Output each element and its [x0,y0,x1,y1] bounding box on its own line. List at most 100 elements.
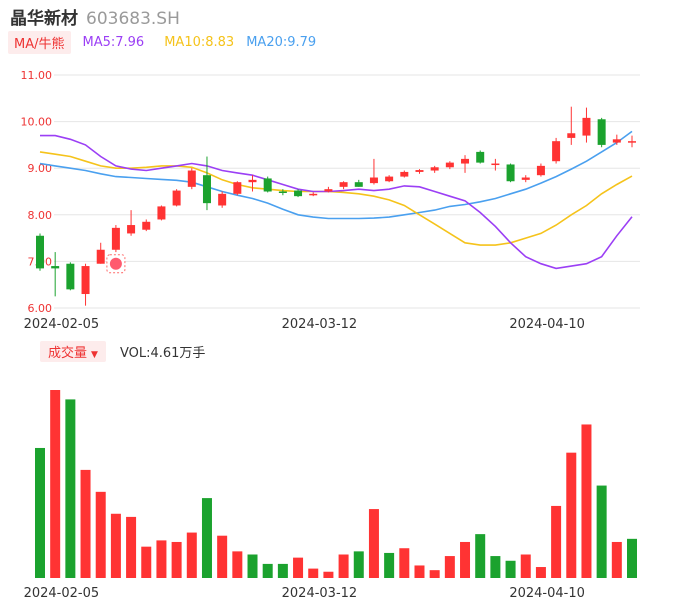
volume-bar[interactable] [460,541,471,578]
volume-bar[interactable] [232,551,243,578]
candle-body[interactable] [248,179,257,183]
candle-body[interactable] [202,175,211,204]
volume-bar[interactable] [505,560,516,578]
candle-body[interactable] [552,141,561,162]
candle-body[interactable] [294,190,303,197]
candle-body[interactable] [430,167,439,171]
candle-body[interactable] [476,151,485,163]
volume-bar[interactable] [293,557,304,578]
candle-body[interactable] [278,191,287,194]
volume-bar[interactable] [186,532,197,578]
event-marker-icon[interactable] [109,257,122,270]
candle-body[interactable] [415,170,424,172]
candle-body[interactable] [172,190,181,206]
volume-bar[interactable] [429,570,440,578]
candle-body[interactable] [597,119,606,145]
candle-body[interactable] [66,263,75,290]
stock-code: 603683.SH [86,9,180,29]
volume-bar[interactable] [551,505,562,578]
volume-bar[interactable] [277,563,288,578]
volume-bar[interactable] [171,541,182,578]
candle-body[interactable] [461,158,470,164]
candle-body[interactable] [385,176,394,182]
candle-body[interactable] [400,171,409,177]
volume-bar[interactable] [247,554,258,579]
candle-body[interactable] [36,235,44,269]
volume-legend: 成交量 ▼ VOL:4.61万手 [40,340,206,362]
ma-indicator-tab[interactable]: MA/牛熊 [8,30,71,54]
volume-bar[interactable] [80,469,91,578]
volume-bar[interactable] [520,554,531,579]
volume-bar[interactable] [35,447,45,578]
ma5-line [40,134,633,270]
volume-bar[interactable] [611,541,622,578]
volume-value: VOL:4.61万手 [119,345,206,361]
y-tick-label: 10.00 [21,116,53,129]
candle-body[interactable] [567,133,576,138]
candle-body[interactable] [628,141,636,143]
volume-bar[interactable] [95,491,106,578]
volume-bar[interactable] [596,485,607,578]
volume-bar[interactable] [262,563,273,578]
x-tick-label: 2024-02-05 [24,317,100,332]
volume-bar[interactable] [627,538,637,578]
volume-bar[interactable] [414,565,425,578]
volume-bar[interactable] [490,556,501,578]
volume-bar[interactable] [50,390,61,578]
volume-bar[interactable] [156,540,167,578]
y-tick-label: 8.00 [28,209,53,222]
ma10-line [39,151,633,246]
candle-body[interactable] [491,163,500,166]
candle-body[interactable] [96,249,105,264]
volume-bar[interactable] [141,546,152,578]
candle-body[interactable] [354,182,363,187]
x-tick-label: 2024-03-12 [282,317,358,332]
volume-bar[interactable] [581,424,592,578]
candle-body[interactable] [612,139,621,143]
volume-bar[interactable] [566,452,577,578]
caret-down-icon[interactable]: ▼ [91,349,98,360]
volume-bar[interactable] [475,534,486,578]
candle-body[interactable] [187,170,196,187]
volume-indicator-tab[interactable]: 成交量 ▼ [40,340,106,362]
candle-body[interactable] [324,189,333,192]
candle-body[interactable] [218,193,227,206]
candle-body[interactable] [445,162,454,168]
volume-bar[interactable] [65,399,76,578]
volume-bar[interactable] [110,513,121,578]
volume-bar[interactable] [126,516,137,578]
volume-bar[interactable] [308,568,319,578]
candle-body[interactable] [309,193,318,196]
ma20-label: MA20:9.79 [246,34,317,50]
volume-bar[interactable] [353,551,364,578]
volume-bar[interactable] [338,554,349,579]
volume-bar[interactable] [368,509,379,578]
candle-body[interactable] [521,177,530,180]
volume-bar[interactable] [399,548,410,578]
candle-body[interactable] [142,221,151,230]
ma20-line [39,130,633,220]
volume-bar[interactable] [201,498,212,578]
candle-body[interactable] [127,225,136,234]
candle-body[interactable] [263,178,272,192]
x-tick-label: 2024-03-12 [282,586,358,601]
stock-name: 晶华新材 [10,9,78,29]
volume-bar[interactable] [384,552,395,578]
candle-body[interactable] [111,227,120,250]
candle-body[interactable] [369,177,378,184]
candle-body[interactable] [582,117,591,136]
volume-bar[interactable] [535,567,546,578]
y-tick-label: 9.00 [28,162,53,175]
candle-body[interactable] [233,182,242,194]
candle-body[interactable] [339,182,348,187]
candle-body[interactable] [51,266,60,269]
candle-body[interactable] [536,165,545,176]
ma-legend: MA/牛熊 MA5:7.96 MA10:8.83 MA20:9.79 [8,30,316,54]
candle-body[interactable] [506,164,515,182]
volume-bar[interactable] [217,535,228,578]
volume-bar[interactable] [444,556,455,578]
candle-body[interactable] [81,266,90,295]
volume-bar[interactable] [323,571,334,578]
candle-body[interactable] [157,206,166,220]
